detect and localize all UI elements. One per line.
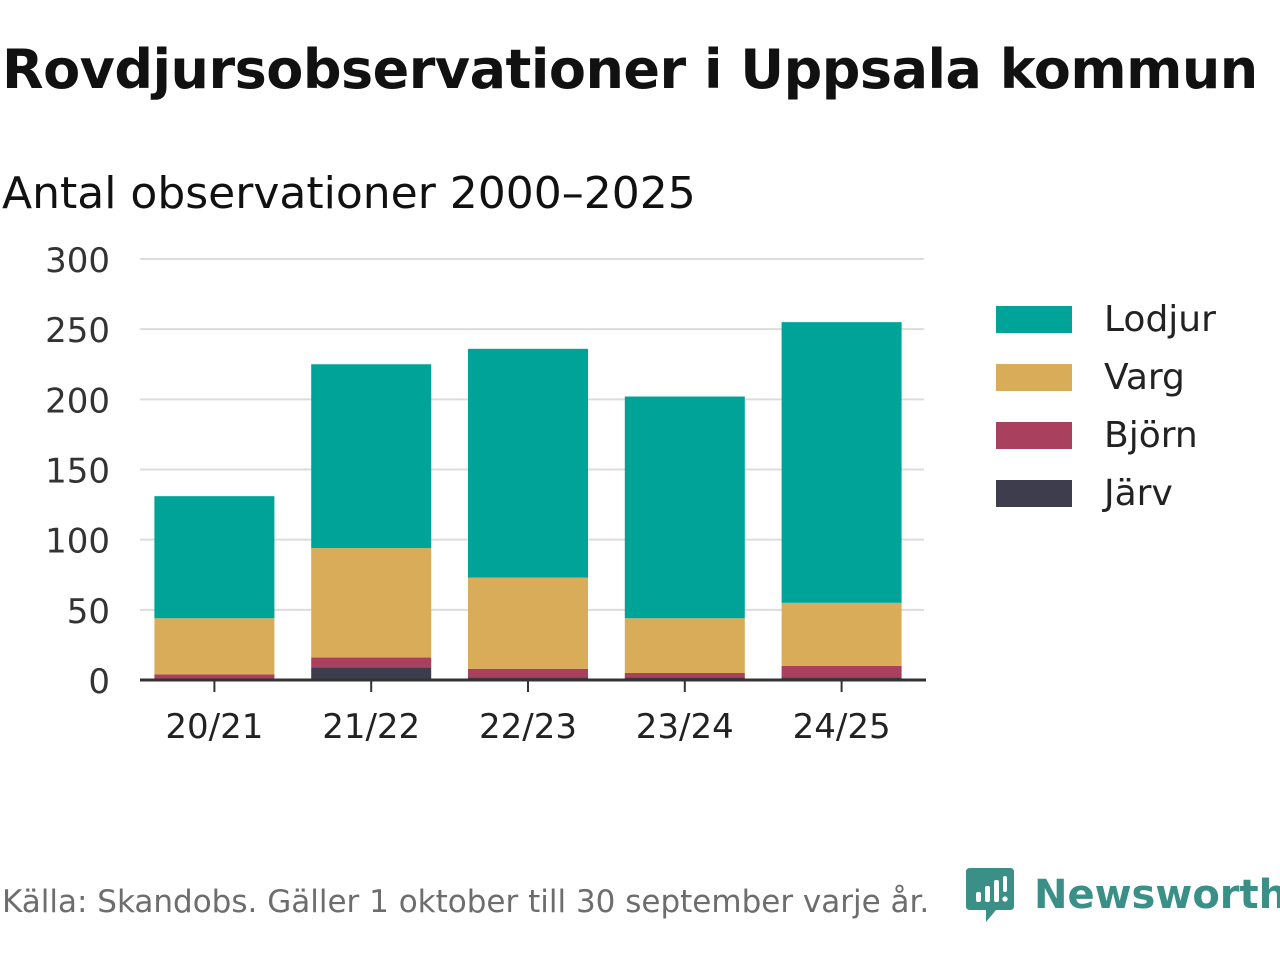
legend-label: Järv [1104,472,1173,514]
legend-item-varg: Varg [996,348,1216,406]
brand-logo: Newsworthy [964,864,1280,926]
bar-segment-björn [311,657,432,668]
bar-segment-varg [781,602,902,666]
y-tick-label: 300 [45,241,110,281]
bar-segment-björn [624,672,745,678]
bar-segment-lodjur [781,322,902,603]
bar-segment-varg [154,618,275,675]
bar-segment-varg [311,548,432,658]
y-tick-label: 150 [45,452,110,492]
bar-segment-järv [311,667,432,680]
x-tick-label: 22/23 [479,707,577,747]
bars [154,322,902,680]
legend-swatch [996,421,1072,449]
y-tick-label: 0 [88,662,110,702]
y-tick-label: 250 [45,311,110,351]
x-tick-label: 21/22 [322,707,420,747]
legend-label: Björn [1104,414,1198,456]
chart-title: Rovdjursobservationer i Uppsala kommun [2,38,1258,101]
x-tick-label: 20/21 [165,707,263,747]
bar-segment-lodjur [468,348,588,578]
legend-item-lodjur: Lodjur [996,290,1216,348]
y-tick-label: 100 [45,522,110,562]
y-axis-ticks: 0 50 100 150 200 250 300 [45,241,110,702]
bar-segment-björn [781,665,902,678]
legend-swatch [996,479,1072,507]
x-axis [140,678,926,692]
y-tick-label: 50 [67,592,110,632]
legend: Lodjur Varg Björn Järv [996,290,1216,522]
bar-segment-varg [624,618,745,673]
legend-item-björn: Björn [996,406,1216,464]
legend-label: Lodjur [1104,298,1216,340]
bar-segment-lodjur [154,496,275,619]
y-tick-label: 200 [45,381,110,421]
x-axis-ticks: 20/21 21/22 22/23 23/24 24/25 [165,707,890,747]
x-tick-label: 24/25 [793,707,891,747]
bar-segment-björn [154,674,275,679]
legend-item-järv: Järv [996,464,1216,522]
source-note: Källa: Skandobs. Gäller 1 oktober till 3… [2,884,930,920]
legend-label: Varg [1104,356,1185,398]
chart-subtitle: Antal observationer 2000–2025 [2,168,696,219]
legend-swatch [996,363,1072,391]
bar-segment-lodjur [624,396,745,619]
bar-segment-björn [468,668,588,678]
legend-swatch [996,305,1072,333]
bar-segment-lodjur [311,364,432,549]
newsworthy-logo-icon [966,868,1014,922]
brand-name: Newsworthy [1034,872,1280,918]
x-tick-label: 23/24 [636,707,734,747]
bar-segment-varg [468,577,588,669]
